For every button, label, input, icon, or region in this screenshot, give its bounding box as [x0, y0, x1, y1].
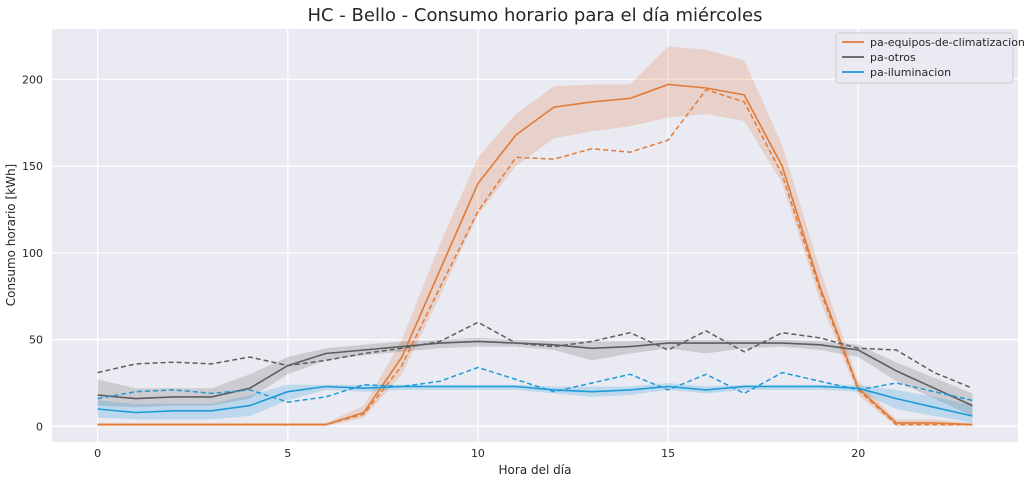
x-axis-label: Hora del día	[499, 463, 572, 477]
series-band-1	[97, 337, 973, 416]
y-tick-label: 150	[22, 160, 43, 173]
x-tick-label: 5	[284, 447, 291, 460]
series-lines	[97, 83, 973, 426]
confidence-bands	[97, 46, 973, 427]
x-axis-ticks: 0 5 10 15 20	[94, 447, 865, 460]
chart-title: HC - Bello - Consumo horario para el día…	[307, 5, 762, 26]
x-tick-label: 0	[94, 447, 101, 460]
series-mean-line-0	[97, 83, 973, 426]
y-tick-label: 200	[22, 73, 43, 86]
x-tick-label: 15	[661, 447, 675, 460]
legend-entry-label: pa-equipos-de-climatizacion	[870, 36, 1025, 49]
series-band-2	[97, 383, 973, 423]
x-tick-label: 10	[471, 447, 485, 460]
series-band-0	[97, 46, 973, 427]
y-axis-ticks: 0 50 100 150 200	[22, 73, 43, 433]
series-reference-line-2	[97, 366, 973, 403]
legend: pa-equipos-de-climatizacion pa-otros pa-il…	[835, 32, 1025, 84]
y-tick-label: 50	[29, 334, 43, 347]
series-reference-line-1	[97, 321, 973, 389]
legend-entry-label: pa-iluminacion	[870, 66, 951, 79]
y-tick-label: 100	[22, 247, 43, 260]
series-mean-line-2	[97, 385, 973, 417]
y-axis-label: Consumo horario [kWh]	[4, 164, 18, 306]
x-tick-label: 20	[851, 447, 865, 460]
plot-background	[52, 29, 1018, 442]
y-tick-label: 0	[36, 420, 43, 433]
series-mean-line-1	[97, 340, 973, 407]
legend-box	[835, 32, 1014, 84]
legend-entry-label: pa-otros	[870, 51, 916, 64]
